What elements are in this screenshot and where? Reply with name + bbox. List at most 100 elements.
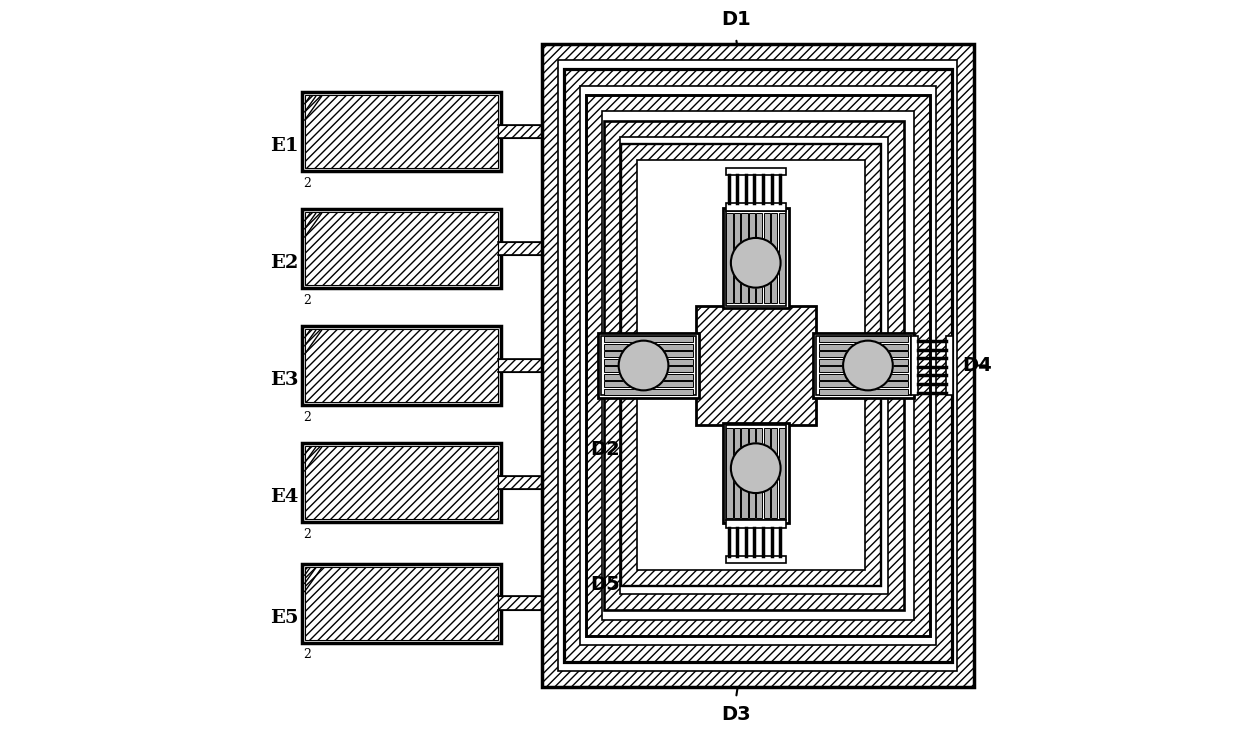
Bar bbox=[604, 336, 693, 342]
Bar bbox=[558, 60, 958, 671]
Bar bbox=[741, 213, 747, 303]
Bar bbox=[911, 336, 919, 395]
Text: E1: E1 bbox=[270, 137, 299, 155]
Bar bbox=[727, 428, 732, 518]
Bar bbox=[819, 374, 907, 380]
Bar bbox=[735, 428, 740, 518]
Text: D1: D1 bbox=[721, 10, 751, 29]
Bar bbox=[819, 336, 907, 342]
Bar bbox=[819, 352, 907, 357]
Bar bbox=[597, 333, 699, 398]
Bar bbox=[727, 213, 732, 303]
Bar bbox=[624, 144, 638, 610]
Text: D2: D2 bbox=[590, 440, 620, 459]
Bar bbox=[302, 443, 501, 522]
Bar bbox=[602, 111, 914, 620]
Bar bbox=[604, 389, 693, 395]
Bar bbox=[620, 137, 888, 594]
Bar bbox=[607, 121, 620, 489]
Bar bbox=[581, 86, 936, 645]
Bar bbox=[764, 428, 770, 518]
Bar bbox=[696, 306, 815, 425]
Bar bbox=[305, 446, 499, 519]
Text: E2: E2 bbox=[271, 254, 299, 272]
Bar bbox=[764, 213, 770, 303]
Bar bbox=[723, 423, 789, 523]
Bar bbox=[604, 366, 693, 372]
Bar bbox=[726, 211, 786, 306]
Text: 2: 2 bbox=[304, 411, 311, 424]
Circle shape bbox=[619, 341, 668, 390]
Bar bbox=[567, 69, 581, 255]
Bar bbox=[604, 352, 693, 357]
Text: D3: D3 bbox=[721, 705, 751, 724]
Text: 2: 2 bbox=[304, 294, 311, 307]
Bar bbox=[638, 160, 864, 570]
Bar bbox=[779, 213, 785, 303]
Bar bbox=[604, 382, 693, 387]
Bar bbox=[819, 366, 907, 372]
Bar bbox=[819, 359, 907, 365]
Bar bbox=[638, 160, 864, 570]
Bar bbox=[735, 213, 740, 303]
Bar bbox=[499, 125, 546, 138]
Bar bbox=[305, 212, 499, 285]
Bar bbox=[542, 44, 974, 687]
Bar bbox=[302, 209, 501, 288]
Bar bbox=[601, 336, 696, 395]
Bar bbox=[499, 359, 590, 372]
Bar bbox=[819, 389, 907, 395]
Bar bbox=[581, 86, 936, 645]
Bar bbox=[621, 144, 881, 586]
Text: 2: 2 bbox=[304, 528, 311, 541]
Bar bbox=[756, 213, 762, 303]
Bar bbox=[602, 111, 914, 620]
Bar bbox=[305, 95, 499, 168]
Bar bbox=[819, 382, 907, 387]
Bar bbox=[741, 428, 747, 518]
Bar bbox=[819, 344, 907, 350]
Bar bbox=[756, 428, 762, 518]
Bar bbox=[590, 95, 602, 372]
Bar bbox=[499, 596, 624, 610]
Bar bbox=[302, 564, 501, 643]
Text: E4: E4 bbox=[271, 488, 299, 506]
Text: E5: E5 bbox=[271, 609, 299, 626]
Bar bbox=[620, 137, 888, 594]
Circle shape bbox=[731, 238, 781, 288]
Text: D5: D5 bbox=[590, 575, 620, 594]
Bar bbox=[604, 359, 693, 365]
Bar bbox=[302, 326, 501, 405]
Bar bbox=[499, 476, 607, 489]
Bar bbox=[813, 333, 914, 398]
Bar bbox=[604, 374, 693, 380]
Text: 2: 2 bbox=[304, 177, 311, 190]
Bar bbox=[558, 60, 958, 671]
Bar bbox=[305, 329, 499, 402]
Bar bbox=[604, 344, 693, 350]
Text: D4: D4 bbox=[963, 356, 992, 375]
Bar bbox=[726, 168, 786, 175]
Bar bbox=[726, 203, 786, 211]
Bar bbox=[771, 213, 777, 303]
Bar bbox=[546, 44, 558, 138]
Bar bbox=[305, 567, 499, 640]
Bar bbox=[605, 121, 905, 610]
Bar bbox=[946, 336, 953, 395]
Bar bbox=[748, 428, 755, 518]
Bar bbox=[771, 428, 777, 518]
Circle shape bbox=[731, 443, 781, 493]
Bar bbox=[726, 520, 786, 528]
Bar bbox=[815, 336, 911, 395]
Bar bbox=[723, 208, 789, 308]
Bar bbox=[779, 428, 785, 518]
Bar bbox=[564, 69, 951, 662]
Circle shape bbox=[843, 341, 893, 390]
Bar bbox=[726, 425, 786, 520]
Text: 2: 2 bbox=[304, 648, 311, 662]
Text: E3: E3 bbox=[271, 371, 299, 389]
Bar bbox=[586, 95, 930, 636]
Bar bbox=[726, 556, 786, 563]
Bar bbox=[302, 92, 501, 171]
Bar bbox=[748, 213, 755, 303]
